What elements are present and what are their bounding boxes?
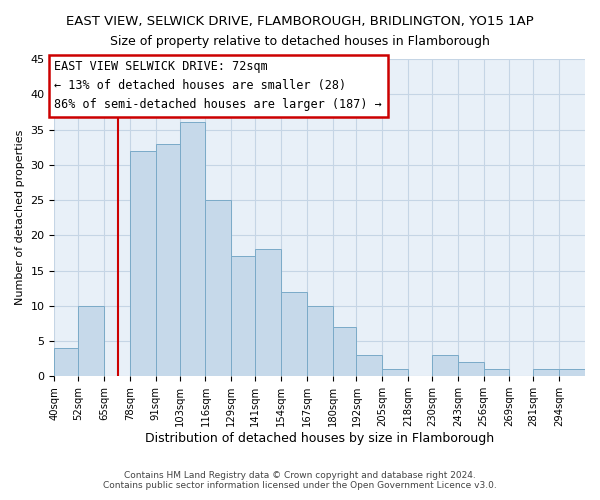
Bar [332,327,356,376]
Bar [307,306,332,376]
Bar [533,370,559,376]
Bar [281,292,307,376]
Bar [255,250,281,376]
Bar [356,355,382,376]
Bar [231,256,255,376]
Bar [559,370,585,376]
Text: Contains HM Land Registry data © Crown copyright and database right 2024.
Contai: Contains HM Land Registry data © Crown c… [103,470,497,490]
Y-axis label: Number of detached properties: Number of detached properties [15,130,25,306]
X-axis label: Distribution of detached houses by size in Flamborough: Distribution of detached houses by size … [145,432,494,445]
Bar [179,122,205,376]
Bar [382,370,408,376]
Bar [484,370,509,376]
Bar [458,362,484,376]
Bar [205,200,231,376]
Bar [78,306,104,376]
Bar [130,150,156,376]
Text: Size of property relative to detached houses in Flamborough: Size of property relative to detached ho… [110,35,490,48]
Bar [156,144,179,376]
Text: EAST VIEW SELWICK DRIVE: 72sqm
← 13% of detached houses are smaller (28)
86% of : EAST VIEW SELWICK DRIVE: 72sqm ← 13% of … [55,60,382,112]
Bar [432,355,458,376]
Bar [55,348,78,376]
Text: EAST VIEW, SELWICK DRIVE, FLAMBOROUGH, BRIDLINGTON, YO15 1AP: EAST VIEW, SELWICK DRIVE, FLAMBOROUGH, B… [66,15,534,28]
